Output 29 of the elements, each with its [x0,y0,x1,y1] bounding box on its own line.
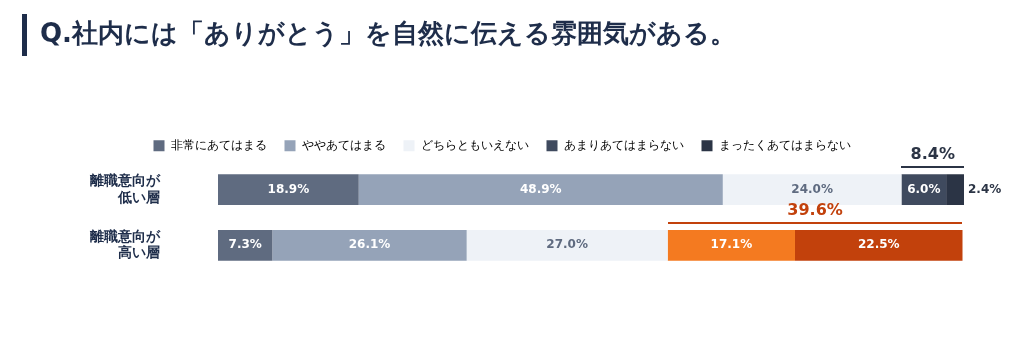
y-tick-label: 離職意向が高い層 [89,227,161,261]
data-label: 48.9% [519,181,562,196]
data-label: 6.0% [907,181,941,196]
bar [667,230,795,261]
legend-label: ややあてはまる [301,137,386,152]
chart-title: Q.社内には「ありがとう」を自然に伝える雰囲気がある。 [40,17,736,50]
data-label: 27.0% [546,237,588,252]
data-label: 24.0% [791,181,833,196]
annotation: 39.6% [787,200,843,220]
legend-label: 非常にあてはまる [170,137,267,152]
bar [722,174,902,205]
data-label: 17.1% [710,237,753,252]
annotation: 8.4% [910,144,955,164]
data-label: 26.1% [348,237,391,252]
data-label: 2.4% [968,181,1002,196]
bar [358,174,723,205]
bar [218,230,273,261]
bar [795,230,963,261]
legend-label: まったくあてはまらない [718,137,851,152]
bar [466,230,668,261]
data-label: 22.5% [857,237,900,252]
bar [272,230,467,261]
bar [218,174,359,205]
bar [946,174,964,205]
data-label: 18.9% [267,181,310,196]
data-label: 7.3% [228,237,262,252]
legend-label: どちらともいえない [420,137,529,152]
y-tick-label: 離職意向が低い層 [89,171,161,205]
legend-label: あまりあてはまらない [563,137,684,152]
